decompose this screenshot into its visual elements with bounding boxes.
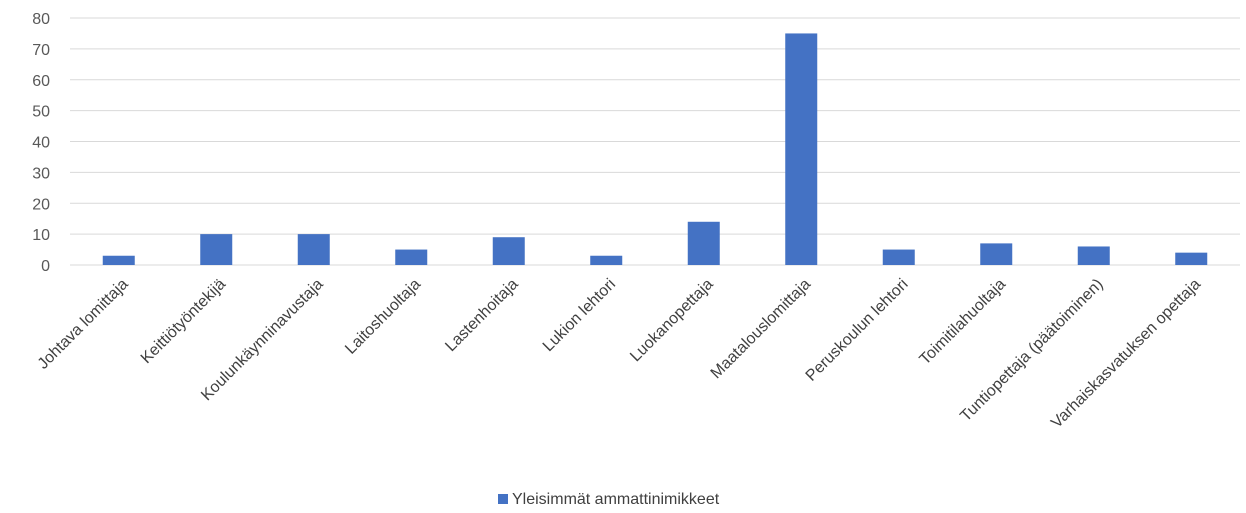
bar-11 [1175,252,1208,265]
bar-6 [687,221,720,265]
y-tick-label: 40 [32,135,50,152]
legend-label: Yleisimmät ammattinimikkeet [512,491,720,508]
y-tick-label: 0 [41,258,50,275]
x-category-label: Lastenhoitaja [442,276,521,355]
x-category-label: Laitoshuoltaja [342,276,424,358]
bar-10 [1077,246,1110,265]
y-tick-label: 50 [32,104,50,121]
bars [102,33,1208,265]
y-tick-label: 70 [32,42,50,59]
x-category-label: Johtava lomittaja [35,276,132,373]
x-category-label: Lukion lehtori [540,276,619,355]
legend: Yleisimmät ammattinimikkeet [498,491,720,508]
gridlines [70,17,1240,266]
x-category-label: Toimitilahuoltaja [917,276,1010,369]
bar-1 [200,234,233,265]
x-category-label: Luokanopettaja [627,276,716,365]
y-tick-label: 60 [32,73,50,90]
x-axis-category-labels: Johtava lomittaja KeittiötyöntekijäKoulun… [35,276,1204,432]
x-category-label: Keittiötyöntekijä [138,276,229,367]
x-category-label: Maatalouslomittaja [708,276,814,382]
bar-9 [980,243,1013,265]
y-axis-ticks: 0 10 20 30 40 50 60 70 80 [32,11,50,275]
x-category-label: Peruskoulun lehtori [803,276,912,385]
bar-2 [297,234,330,265]
bar-5 [590,255,623,265]
y-tick-label: 20 [32,196,50,213]
legend-swatch [498,494,508,504]
bar-3 [395,249,428,265]
bar-7 [785,33,818,265]
y-tick-label: 30 [32,165,50,182]
y-tick-label: 10 [32,227,50,244]
bar-0 [102,255,135,265]
y-tick-label: 80 [32,11,50,28]
bar-4 [492,237,525,265]
bar-8 [882,249,915,265]
